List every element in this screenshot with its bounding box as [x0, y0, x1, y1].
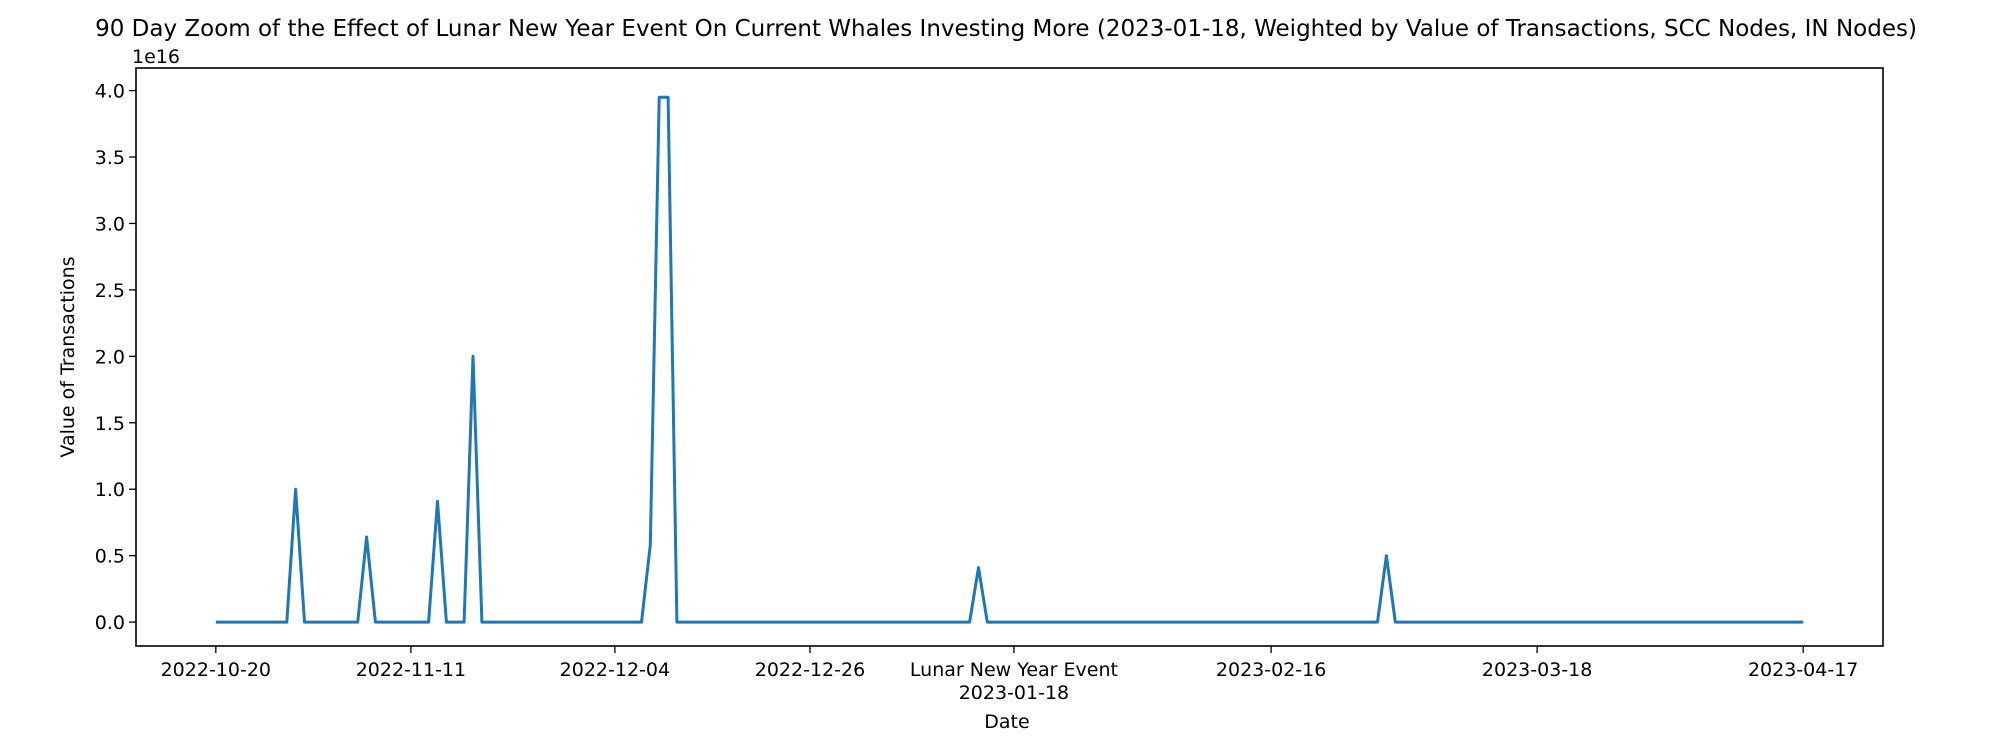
x-tick-label: 2022-12-26: [755, 659, 865, 681]
x-tick-label: 2023-04-17: [1748, 659, 1858, 681]
y-tick-label: 3.0: [95, 213, 125, 235]
y-offset-label: 1e16: [132, 46, 180, 68]
event-tick-label: Lunar New Year Event: [910, 659, 1118, 681]
y-tick-label: 1.0: [95, 479, 125, 501]
y-tick-label: 3.5: [95, 147, 125, 169]
y-tick-label: 0.5: [95, 546, 125, 568]
plot-frame: [135, 67, 1884, 647]
plot-area: [215, 95, 1804, 624]
y-axis-label: Value of Transactions: [57, 256, 79, 457]
chart-title: 90 Day Zoom of the Effect of Lunar New Y…: [95, 16, 1917, 42]
series-line: [215, 95, 1804, 624]
x-tick-label: 2023-03-18: [1482, 659, 1592, 681]
y-tick-label: 4.0: [95, 81, 125, 103]
x-tick-label: 2023-01-18: [959, 682, 1069, 704]
y-tick-label: 2.5: [95, 280, 125, 302]
y-tick-label: 0.0: [95, 612, 125, 634]
x-tick-label: 2023-02-16: [1216, 659, 1326, 681]
y-tick-label: 1.5: [95, 413, 125, 435]
x-tick-label: 2022-11-11: [356, 659, 466, 681]
x-tick-label: 2022-12-04: [560, 659, 670, 681]
x-axis-label: Date: [984, 711, 1029, 733]
y-tick-label: 2.0: [95, 346, 125, 368]
x-tick-label: 2022-10-20: [161, 659, 271, 681]
